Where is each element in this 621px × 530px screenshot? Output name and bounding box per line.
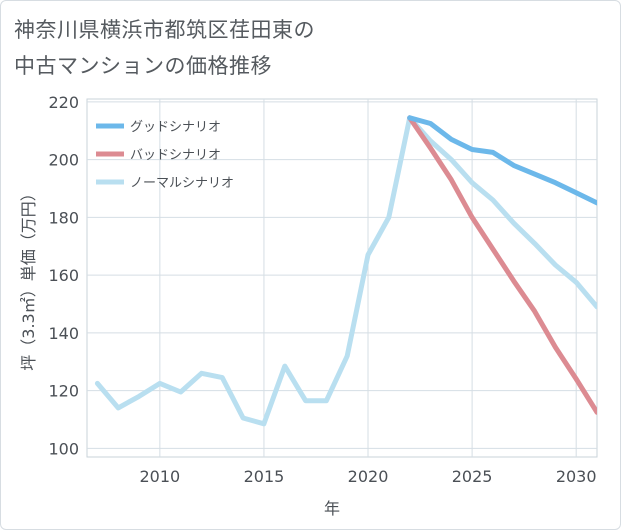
y-tick-200: 200 [48,151,79,170]
legend-label-2: ノーマルシナリオ [130,176,234,191]
y-tick-180: 180 [48,208,79,227]
x-tick-2020: 2020 [348,467,389,486]
y-tick-140: 140 [48,324,79,343]
x-tick-labels: 2010 2015 2020 2025 2030 [139,467,596,486]
y-tick-160: 160 [48,266,79,285]
series-line-2 [94,115,597,427]
series-lines [94,115,597,427]
legend-label-1: バッドシナリオ [130,148,221,163]
series-line-0 [407,115,597,206]
y-tick-labels: 100 120 140 160 180 200 220 [48,93,79,458]
title-line-1: 神奈川県横浜市都筑区荏田東の [14,18,315,42]
chart-title: 神奈川県横浜市都筑区荏田東の 中古マンションの価格推移 [14,12,315,84]
title-line-2: 中古マンションの価格推移 [14,54,272,78]
y-tick-100: 100 [48,439,79,458]
y-tick-120: 120 [48,382,79,401]
grid-lines [87,99,597,457]
x-tick-2025: 2025 [452,467,493,486]
y-tick-220: 220 [48,93,79,112]
y-axis-label: 坪（3.3㎡）単価（万円） [19,185,38,370]
x-tick-2010: 2010 [139,467,180,486]
legend-label-0: グッドシナリオ [130,120,221,135]
x-tick-2015: 2015 [244,467,285,486]
x-tick-2030: 2030 [556,467,597,486]
x-axis-label: 年 [324,499,340,518]
series-line-1 [407,115,597,415]
